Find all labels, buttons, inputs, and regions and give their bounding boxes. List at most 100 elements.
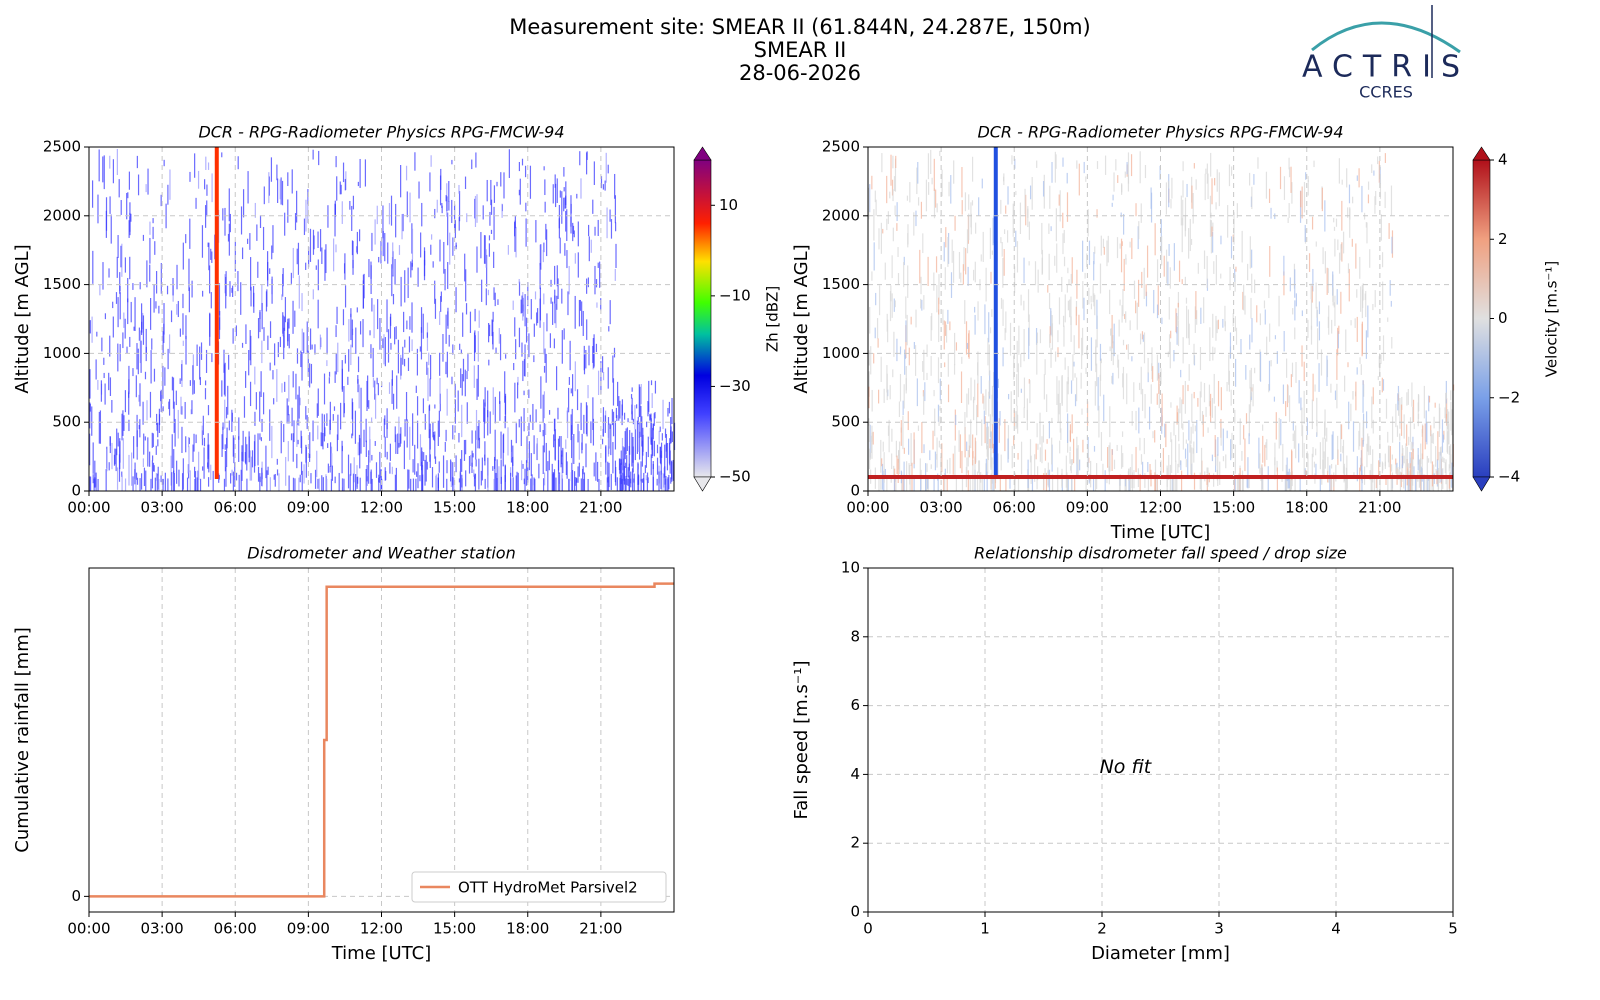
radar-echo [1071, 414, 1073, 434]
radar-echo [1396, 467, 1398, 481]
radar-echo [954, 445, 956, 479]
radar-echo [950, 175, 952, 204]
radar-echo [659, 426, 661, 432]
radar-echo [1401, 464, 1403, 482]
radar-echo [327, 443, 329, 448]
radar-echo [499, 401, 501, 421]
radar-echo [524, 294, 526, 327]
radar-echo [254, 202, 256, 218]
radar-echo [1125, 311, 1127, 323]
radar-echo [312, 149, 314, 160]
radar-echo [553, 434, 555, 448]
radar-echo [237, 156, 239, 170]
radar-echo [1243, 284, 1245, 311]
radar-echo [305, 406, 307, 420]
radar-echo [1316, 328, 1319, 360]
radar-echo [612, 355, 614, 383]
radar-echo [459, 458, 462, 491]
radar-echo [556, 265, 558, 287]
radar-echo [1380, 354, 1382, 364]
radar-echo [1438, 451, 1440, 483]
radar-echo [394, 259, 396, 285]
radar-echo [458, 478, 461, 483]
radar-echo [207, 444, 209, 469]
radar-echo [261, 418, 263, 432]
radar-echo [411, 339, 413, 352]
radar-echo [510, 467, 512, 476]
radar-echo [1298, 443, 1300, 463]
radar-echo [958, 251, 961, 279]
radar-echo [188, 437, 190, 445]
radar-echo [212, 470, 214, 491]
radar-echo [1216, 320, 1218, 334]
radar-echo [224, 207, 226, 236]
radar-echo [1420, 471, 1422, 491]
radar-echo [544, 201, 546, 213]
radar-echo [1082, 240, 1084, 272]
radar-echo [896, 455, 898, 475]
radar-echo [398, 416, 400, 449]
radar-echo [1159, 374, 1161, 384]
radar-echo [384, 337, 386, 367]
radar-echo [1119, 474, 1121, 491]
radar-echo [615, 466, 617, 486]
radar-echo [1211, 178, 1213, 205]
radar-echo [327, 463, 329, 473]
radar-echo [561, 450, 563, 457]
radar-echo [552, 474, 554, 491]
radar-echo [1306, 451, 1308, 460]
radar-echo [542, 249, 544, 263]
radar-echo [138, 327, 140, 341]
radar-echo [117, 432, 119, 447]
radar-echo [423, 259, 426, 277]
radar-echo [882, 228, 884, 234]
radar-echo [1054, 151, 1056, 183]
radar-echo [232, 285, 234, 298]
radar-echo [1109, 406, 1111, 438]
y-tick-label: 0 [850, 903, 860, 921]
radar-echo [1303, 361, 1305, 382]
radar-echo [1389, 280, 1391, 296]
y-tick-label: 2 [850, 834, 860, 852]
radar-echo [371, 478, 373, 491]
radar-echo [1364, 293, 1366, 300]
radar-echo [259, 215, 262, 228]
radar-echo [1147, 372, 1149, 383]
radar-echo [540, 376, 542, 409]
radar-echo [1247, 263, 1249, 281]
radar-echo [568, 478, 570, 491]
radar-echo [1282, 443, 1284, 472]
radar-echo [266, 251, 269, 281]
radar-echo [370, 344, 372, 359]
radar-echo [964, 192, 967, 212]
radar-echo [255, 392, 257, 410]
radar-echo [1276, 351, 1278, 364]
radar-echo [1213, 373, 1215, 404]
radar-echo [1193, 472, 1196, 490]
radar-echo [1182, 423, 1184, 430]
radar-echo [528, 422, 530, 431]
radar-echo [198, 451, 200, 480]
radar-echo [1365, 290, 1367, 318]
radar-echo [1037, 269, 1039, 293]
radar-echo [868, 350, 870, 366]
radar-echo [281, 294, 283, 301]
radar-echo [395, 434, 397, 454]
radar-echo [298, 275, 300, 309]
radar-echo [1165, 423, 1167, 448]
radar-echo [1152, 366, 1154, 383]
radar-echo [1429, 475, 1431, 491]
radar-echo [1322, 247, 1324, 265]
radar-echo [1245, 413, 1248, 424]
radar-echo [1075, 306, 1077, 326]
radar-echo [1088, 457, 1090, 463]
radar-echo [947, 384, 950, 403]
radar-echo [528, 441, 530, 471]
radar-echo [1051, 323, 1054, 350]
radar-echo [1274, 457, 1276, 480]
radar-echo [572, 222, 574, 242]
radar-echo [971, 200, 974, 206]
radar-echo [130, 213, 132, 222]
radar-echo [441, 205, 443, 214]
radar-echo [1175, 308, 1177, 333]
